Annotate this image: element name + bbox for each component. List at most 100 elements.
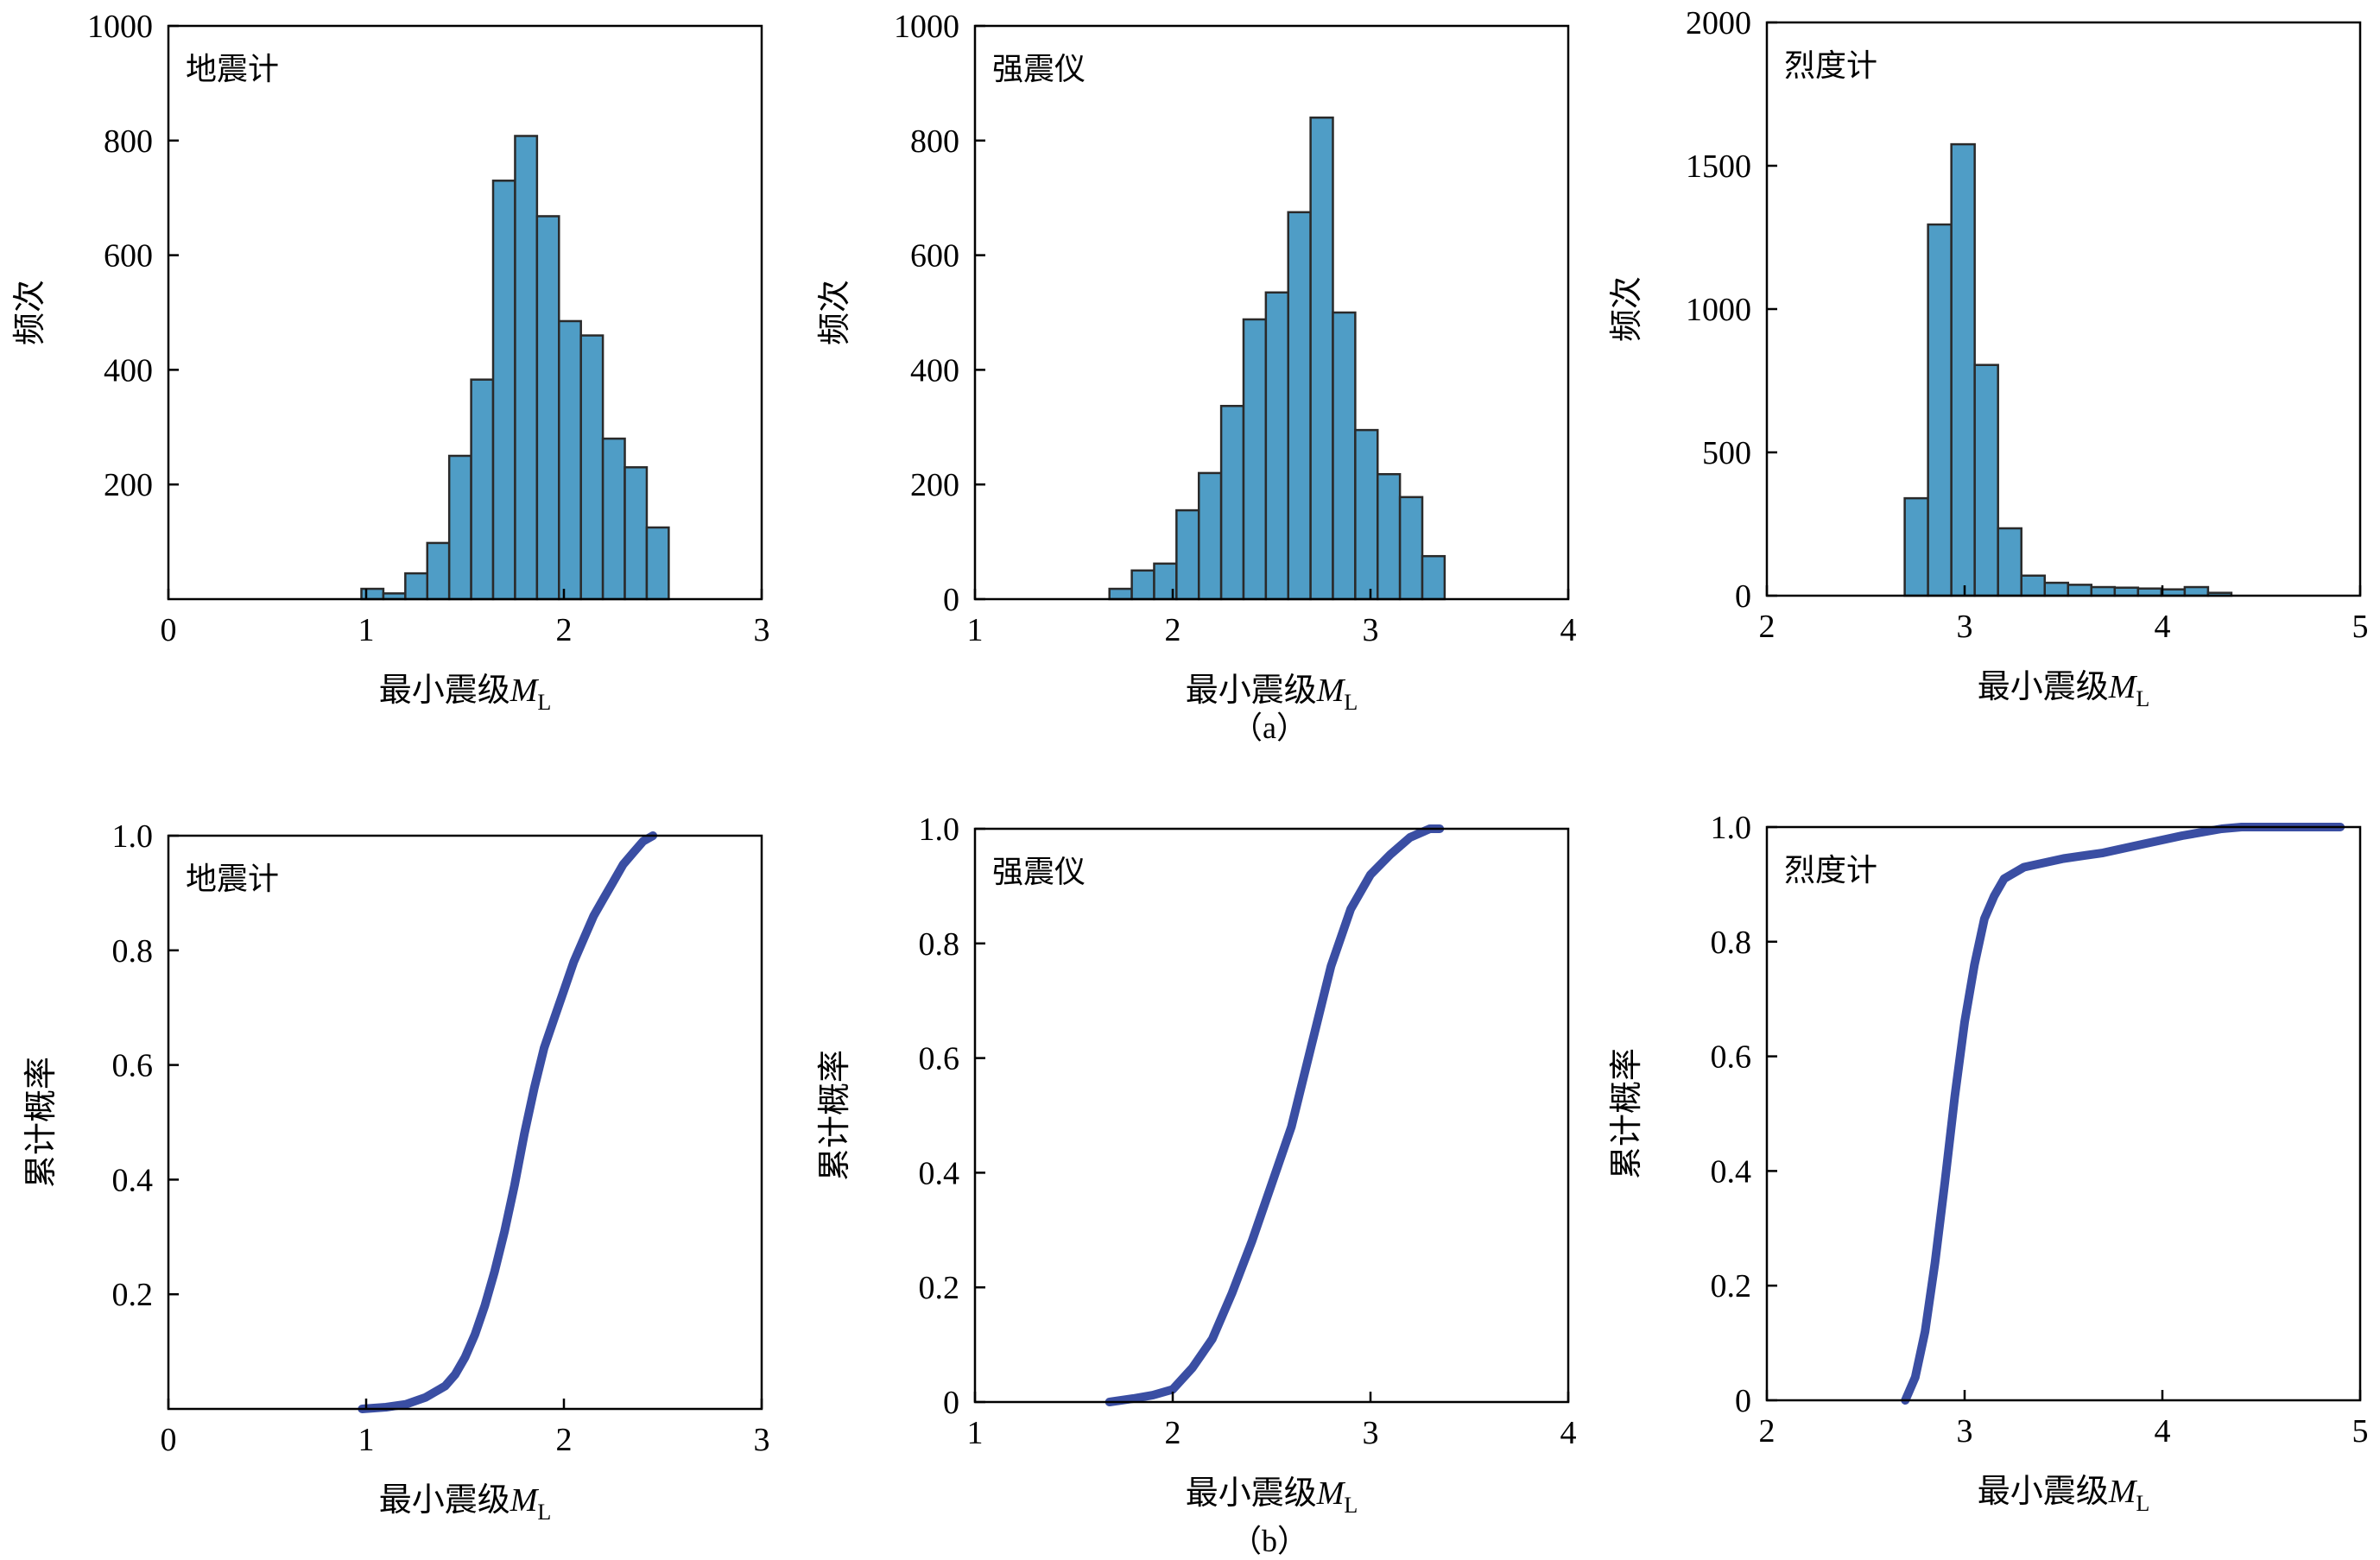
histogram-bar	[1219, 404, 1245, 601]
y-tick-label: 0.4	[112, 1162, 154, 1198]
y-tick-label: 0	[943, 1385, 959, 1421]
x-axis-title-subscript: L	[537, 690, 551, 715]
histogram-bar	[601, 437, 626, 601]
y-tick-label: 0.4	[1711, 1153, 1752, 1190]
y-tick-label: 0.6	[919, 1041, 960, 1077]
x-axis-title: 最小震级ML	[1186, 1474, 1358, 1518]
y-tick-label: 0	[943, 582, 959, 618]
y-tick-label: 0.4	[919, 1155, 960, 1191]
plot-frame	[167, 24, 763, 601]
x-tick-label: 3	[754, 612, 770, 648]
plot-frame	[167, 834, 763, 1411]
x-axis-title-symbol: M	[1316, 673, 1346, 709]
plot-frame	[1765, 21, 2362, 597]
x-axis-title-subscript: L	[1344, 690, 1358, 715]
x-axis-title: 最小震级ML	[379, 671, 552, 715]
cdf-curve	[358, 831, 658, 1413]
histogram-bar	[514, 135, 539, 601]
histogram-bar	[1973, 363, 1999, 597]
x-tick-label: 4	[1560, 612, 1577, 648]
histogram-bar	[1376, 472, 1402, 601]
x-tick-label: 2	[1165, 1415, 1181, 1451]
histogram-bar	[2043, 581, 2070, 597]
caption-b: （b）	[1231, 1524, 1308, 1558]
x-tick-label: 2	[556, 612, 573, 648]
x-tick-label: 2	[1165, 612, 1181, 648]
y-tick-label: 1500	[1686, 148, 1751, 185]
histogram-bar	[1950, 142, 1976, 597]
histogram-bar	[535, 215, 560, 601]
x-axis-title-prefix: 最小震级	[379, 671, 510, 709]
histogram-bar	[1332, 311, 1357, 601]
histogram-bar	[1354, 428, 1379, 601]
x-tick-label: 3	[1957, 609, 1973, 645]
y-tick-label: 1.0	[112, 818, 154, 855]
y-axis-title: 频次	[10, 280, 48, 345]
x-tick-label: 5	[2352, 1413, 2369, 1449]
x-tick-label: 3	[1363, 1415, 1379, 1451]
x-axis-title-prefix: 最小震级	[1186, 671, 1317, 709]
histogram-bar	[426, 541, 451, 601]
histogram-bar	[1175, 508, 1200, 601]
histogram-bar	[1242, 318, 1268, 601]
y-tick-label: 800	[104, 123, 153, 160]
x-axis-title-subscript: L	[2136, 1491, 2149, 1516]
x-axis-title: 最小震级ML	[1186, 671, 1358, 715]
histogram-bar	[623, 466, 649, 601]
cdf-curve	[1105, 824, 1445, 1406]
plot-frame	[973, 24, 1570, 601]
y-tick-label: 500	[1702, 435, 1751, 471]
histogram-bar	[1927, 223, 1953, 597]
x-tick-label: 1	[358, 1422, 375, 1458]
y-tick-label: 1000	[87, 9, 153, 45]
x-axis-title-subscript: L	[2136, 686, 2149, 711]
histogram-bar	[360, 587, 385, 601]
histogram-bar	[470, 378, 495, 601]
histogram-bar	[1398, 496, 1424, 601]
x-axis-title-prefix: 最小震级	[1186, 1474, 1317, 1512]
x-axis-title: 最小震级ML	[1978, 667, 2150, 711]
x-axis-title-subscript: L	[1344, 1493, 1358, 1518]
y-tick-label: 200	[910, 467, 959, 503]
x-axis-title: 最小震级ML	[1978, 1472, 2150, 1516]
x-tick-label: 0	[161, 612, 177, 648]
x-tick-label: 3	[1957, 1413, 1973, 1449]
x-tick-label: 1	[967, 612, 984, 648]
x-axis-title: 最小震级ML	[379, 1481, 552, 1525]
y-tick-label: 600	[104, 238, 153, 275]
histogram-bar	[1197, 471, 1223, 601]
histogram-bar	[1997, 527, 2022, 597]
y-tick-label: 0.8	[919, 926, 960, 963]
y-tick-label: 0.8	[1711, 925, 1752, 961]
y-tick-label: 0.6	[112, 1048, 154, 1084]
x-axis-title-prefix: 最小震级	[1978, 1472, 2109, 1510]
y-tick-label: 1.0	[1711, 810, 1752, 846]
x-axis-title-prefix: 最小震级	[379, 1481, 510, 1519]
histogram-bar	[447, 454, 472, 601]
histogram-bar	[1287, 211, 1312, 601]
histogram-bar	[491, 180, 516, 601]
histogram-bar	[2113, 586, 2140, 597]
panel-instrument-label: 烈度计	[1784, 853, 1877, 888]
y-axis-title: 累计概率	[22, 1057, 60, 1188]
plot-frame	[973, 827, 1570, 1404]
x-axis-title-symbol: M	[2108, 669, 2138, 705]
y-axis-title: 频次	[1607, 276, 1645, 342]
x-tick-label: 5	[2352, 609, 2369, 645]
y-tick-label: 600	[910, 238, 959, 275]
y-tick-label: 0.8	[112, 933, 154, 969]
y-tick-label: 2000	[1686, 5, 1751, 41]
histogram-bar	[2020, 574, 2046, 597]
y-tick-label: 200	[104, 467, 153, 503]
y-tick-label: 0	[1735, 1383, 1751, 1419]
y-tick-label: 400	[104, 352, 153, 388]
x-tick-label: 4	[1560, 1415, 1577, 1451]
panel-instrument-label: 强震仪	[992, 52, 1086, 87]
y-tick-label: 0.6	[1711, 1039, 1752, 1076]
